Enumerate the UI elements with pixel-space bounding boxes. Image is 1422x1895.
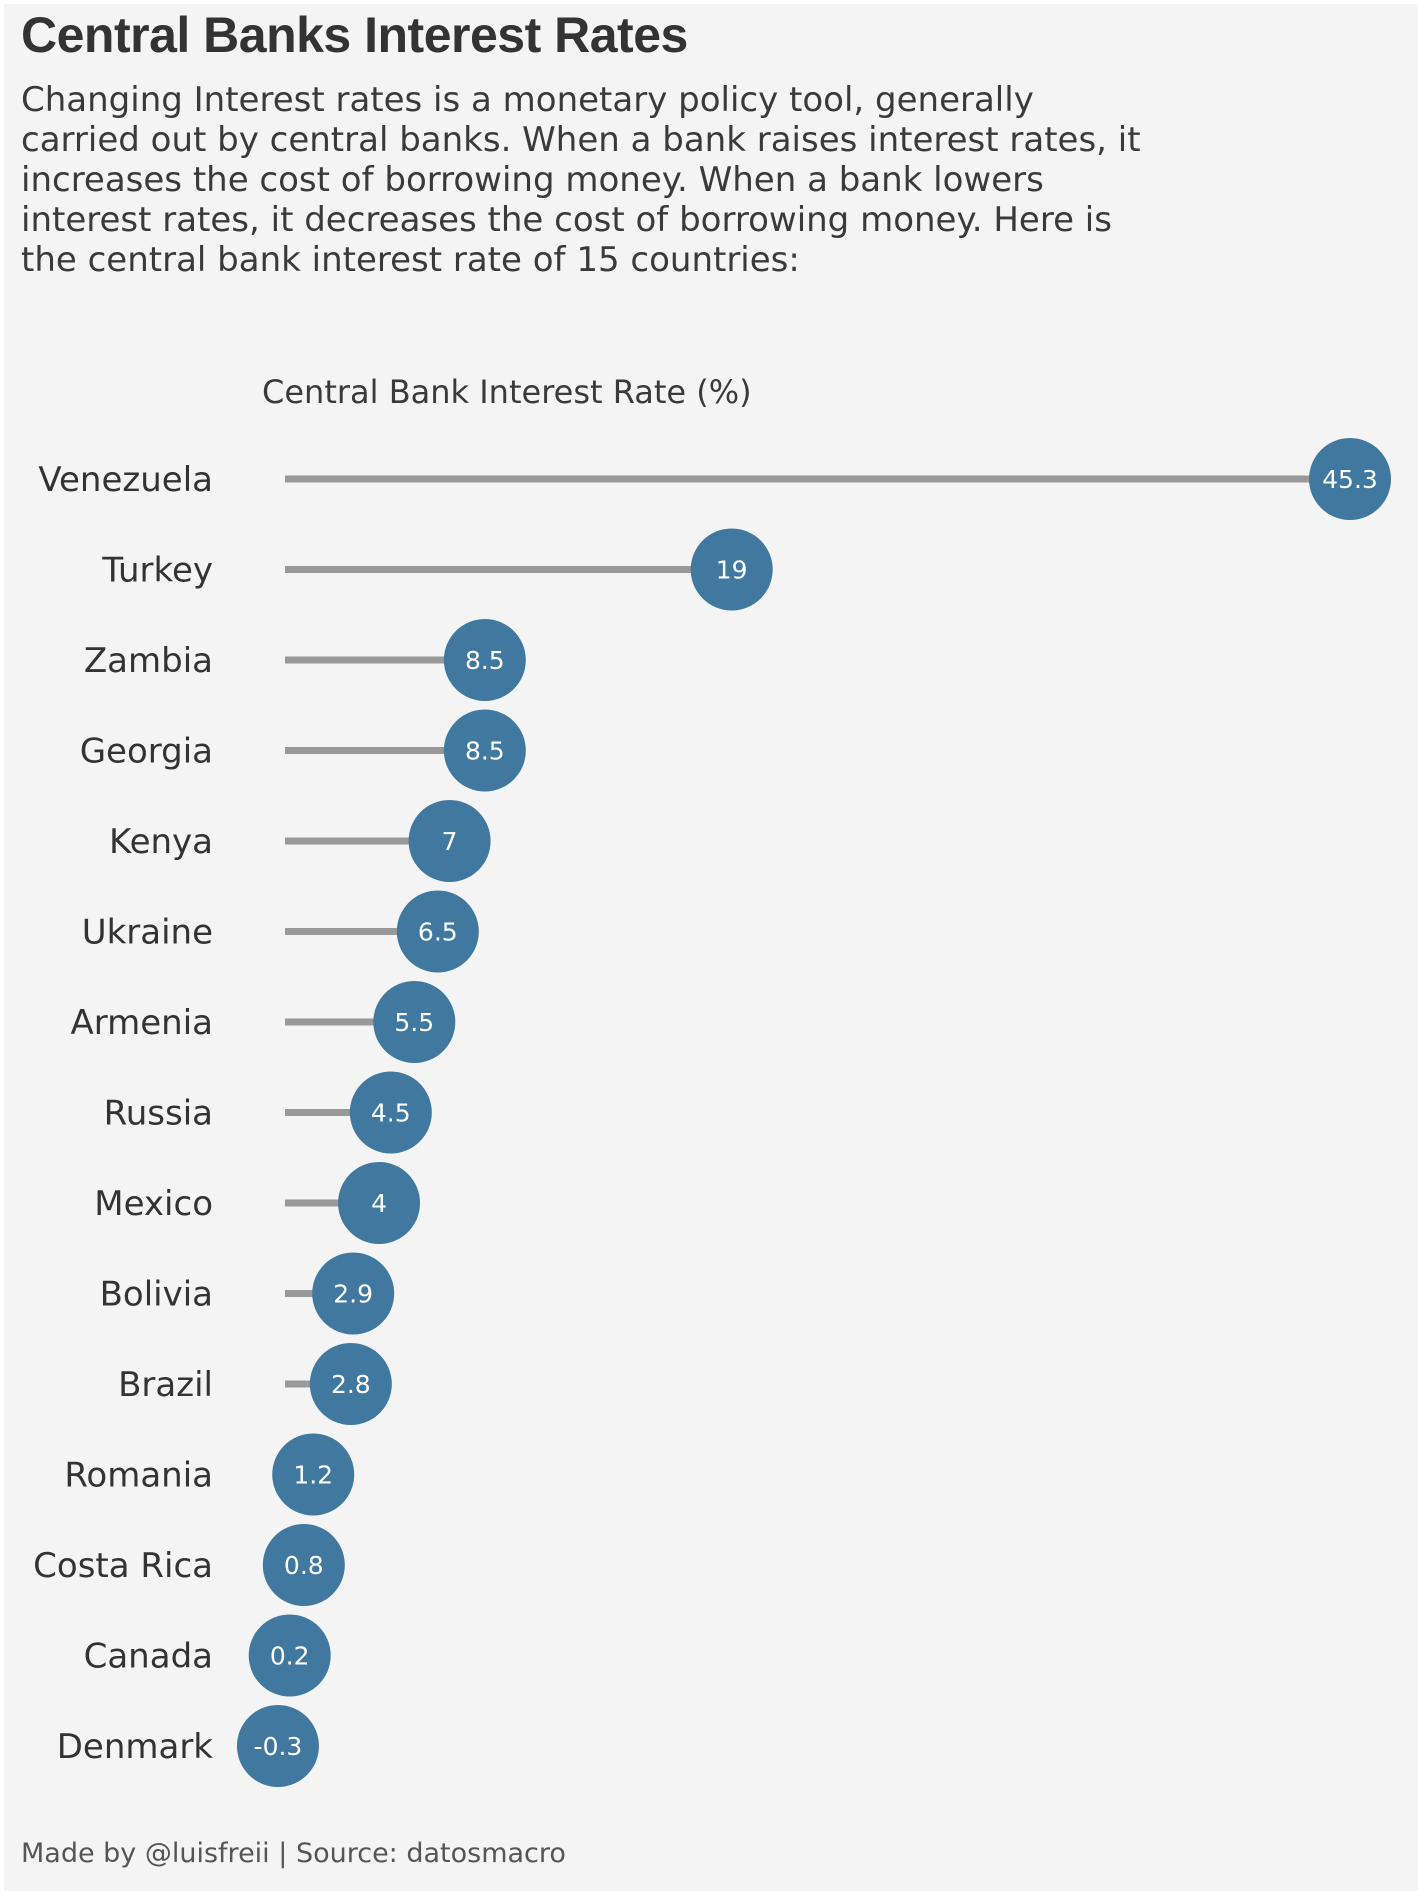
dot-russia — [349, 1071, 432, 1154]
category-label-venezuela: Venezuela — [38, 460, 213, 500]
category-label-canada: Canada — [84, 1637, 213, 1677]
dot-georgia — [443, 709, 526, 792]
dot-romania — [272, 1433, 355, 1516]
value-label-romania: 1.2 — [293, 1461, 333, 1490]
category-label-mexico: Mexico — [94, 1184, 213, 1224]
category-label-denmark: Denmark — [57, 1727, 214, 1767]
value-label-kenya: 7 — [442, 827, 458, 856]
value-label-russia: 4.5 — [371, 1099, 411, 1128]
category-label-georgia: Georgia — [80, 732, 213, 772]
category-label-russia: Russia — [104, 1094, 213, 1134]
dot-canada — [248, 1614, 331, 1697]
dot-kenya — [408, 800, 491, 882]
value-label-brazil: 2.8 — [331, 1370, 371, 1399]
dot-mexico — [338, 1162, 421, 1244]
value-label-venezuela: 45.3 — [1322, 465, 1378, 494]
chart-title: Central Banks Interest Rates — [21, 7, 688, 63]
dot-armenia — [373, 981, 456, 1063]
dot-turkey — [690, 528, 773, 611]
dot-ukraine — [396, 890, 479, 973]
value-label-zambia: 8.5 — [465, 646, 505, 675]
value-label-turkey: 19 — [716, 556, 748, 585]
value-label-armenia: 5.5 — [394, 1008, 434, 1037]
category-label-zambia: Zambia — [84, 641, 213, 681]
dot-bolivia — [312, 1252, 395, 1335]
value-label-georgia: 8.5 — [465, 737, 505, 766]
chart-background — [4, 4, 1418, 1891]
dot-zambia — [443, 619, 526, 701]
value-label-denmark: -0.3 — [254, 1732, 303, 1761]
category-label-ukraine: Ukraine — [82, 913, 213, 953]
category-label-kenya: Kenya — [109, 822, 213, 862]
value-label-bolivia: 2.9 — [333, 1280, 373, 1309]
value-label-costa-rica: 0.8 — [284, 1551, 324, 1580]
category-label-bolivia: Bolivia — [100, 1275, 213, 1315]
dot-brazil — [309, 1343, 392, 1425]
category-label-costa-rica: Costa Rica — [33, 1546, 213, 1586]
dot-venezuela — [1309, 438, 1391, 520]
value-label-canada: 0.2 — [270, 1642, 310, 1671]
chart-subtitle: Changing Interest rates is a monetary po… — [21, 80, 1141, 280]
value-label-mexico: 4 — [371, 1189, 387, 1218]
category-label-romania: Romania — [64, 1456, 213, 1496]
dot-denmark — [236, 1705, 319, 1787]
category-label-turkey: Turkey — [101, 551, 213, 591]
chart-caption: Made by @luisfreii | Source: datosmacro — [21, 1838, 566, 1869]
value-label-ukraine: 6.5 — [418, 918, 458, 947]
category-label-brazil: Brazil — [118, 1365, 213, 1405]
x-axis-title: Central Bank Interest Rate (%) — [262, 373, 752, 411]
dot-costa-rica — [262, 1524, 345, 1606]
category-label-armenia: Armenia — [70, 1003, 213, 1043]
